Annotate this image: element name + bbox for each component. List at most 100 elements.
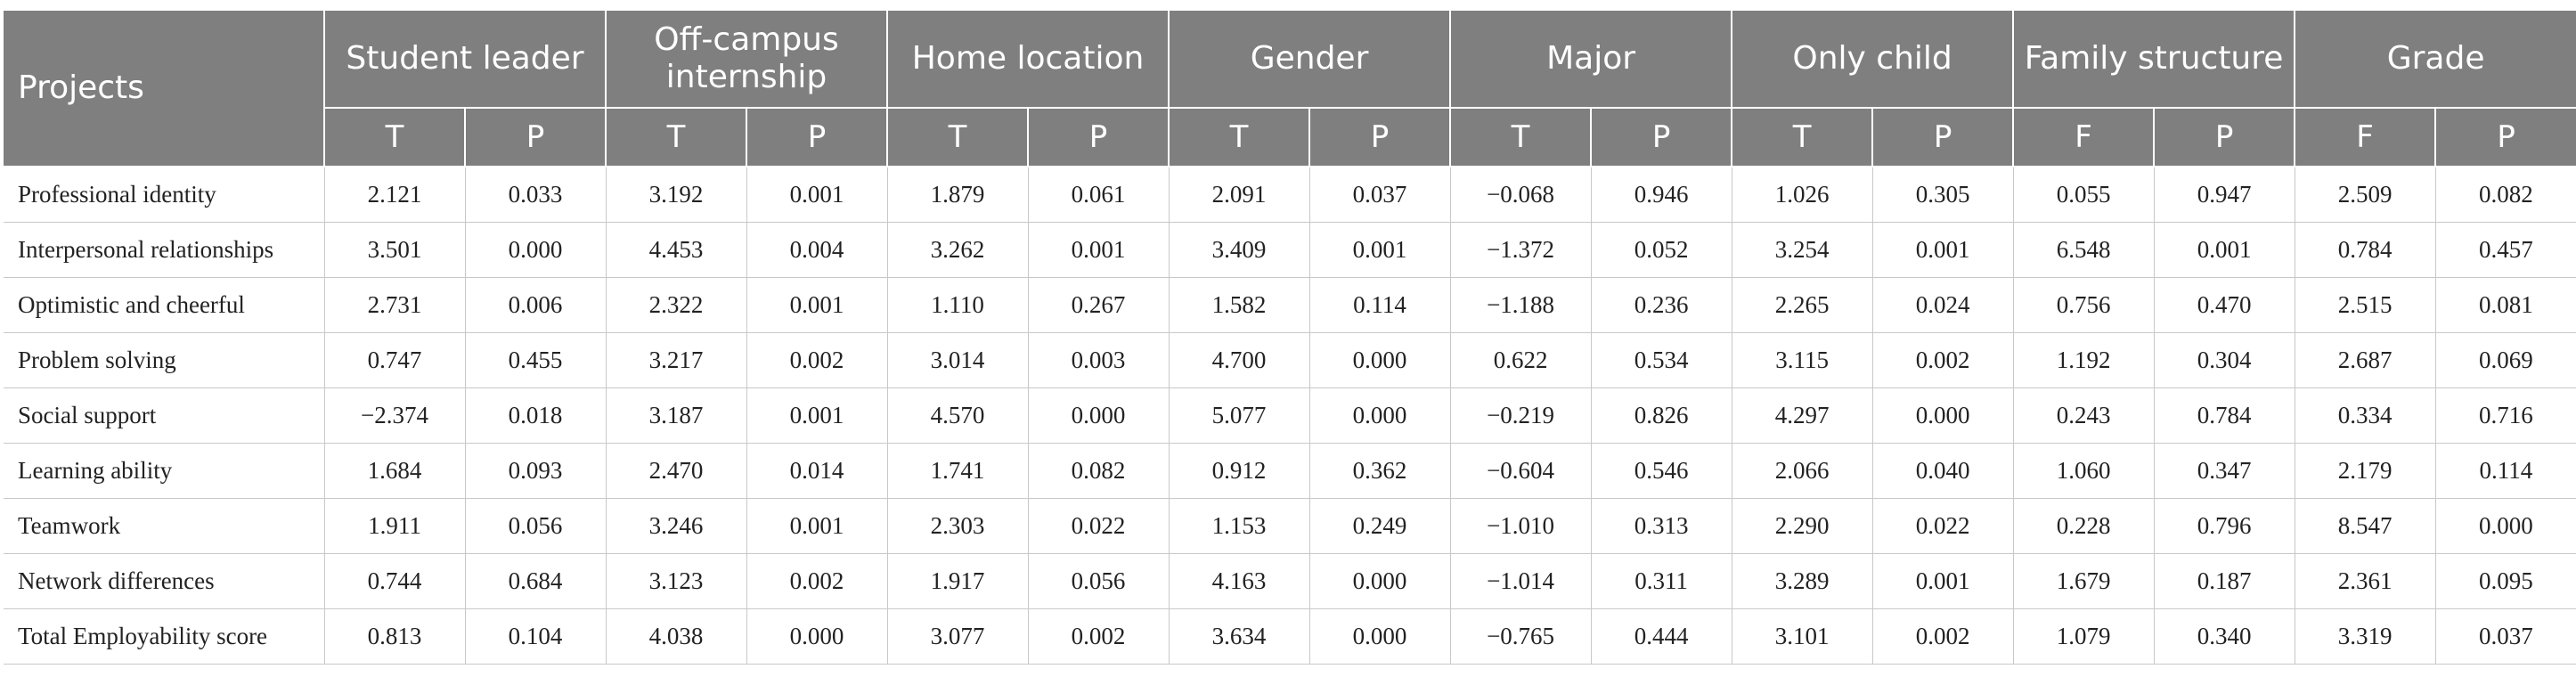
table-row: Teamwork 1.911 0.056 3.246 0.001 2.303 0.022 1.… <box>4 498 2576 554</box>
table-cell: 0.000 <box>1871 387 2014 444</box>
table-cell: 3.187 <box>605 387 747 444</box>
table-cell: 0.444 <box>1590 608 1732 665</box>
table-cell: 0.093 <box>464 443 607 499</box>
table-cell: 4.453 <box>605 222 747 278</box>
row-label: Teamwork <box>4 498 325 554</box>
table-cell: 0.024 <box>1871 277 2014 333</box>
table-cell: 2.265 <box>1731 277 1873 333</box>
table-cell: −1.010 <box>1449 498 1592 554</box>
table-cell: 0.347 <box>2153 443 2295 499</box>
table-cell: 0.082 <box>1027 443 1170 499</box>
table-cell: −1.372 <box>1449 222 1592 278</box>
table-cell: −2.374 <box>323 387 466 444</box>
table-cell: 1.679 <box>2012 553 2155 609</box>
table-cell: 0.744 <box>323 553 466 609</box>
group-header-gender: Gender <box>1168 9 1452 109</box>
projects-header: Projects <box>4 9 325 167</box>
table-cell: 0.684 <box>464 553 607 609</box>
table-cell: 0.002 <box>1871 332 2014 388</box>
table-cell: 1.060 <box>2012 443 2155 499</box>
table-cell: 0.037 <box>2434 608 2576 665</box>
table-cell: −0.765 <box>1449 608 1592 665</box>
table-cell: 3.192 <box>605 166 747 223</box>
stat-header: P <box>2153 107 2296 167</box>
table-cell: 0.912 <box>1168 443 1310 499</box>
table-cell: 3.254 <box>1731 222 1873 278</box>
stat-header: P <box>1590 107 1733 167</box>
table-cell: 2.066 <box>1731 443 1873 499</box>
table-cell: −0.604 <box>1449 443 1592 499</box>
table-cell: 0.001 <box>1308 222 1451 278</box>
row-label: Professional identity <box>4 166 325 223</box>
table-cell: 0.001 <box>1027 222 1170 278</box>
stat-header: F <box>2294 107 2437 167</box>
header-group-row: Projects Student leader Off-campus inter… <box>4 9 2576 167</box>
table-cell: 0.000 <box>1308 387 1451 444</box>
table-cell: 0.114 <box>1308 277 1451 333</box>
table-cell: 0.000 <box>2434 498 2576 554</box>
table-cell: 0.340 <box>2153 608 2295 665</box>
table-row: Network differences 0.744 0.684 3.123 0.002 1… <box>4 553 2576 609</box>
table-cell: 2.470 <box>605 443 747 499</box>
table-cell: 2.687 <box>2294 332 2436 388</box>
table-cell: 2.509 <box>2294 166 2436 223</box>
table-cell: 4.163 <box>1168 553 1310 609</box>
table-cell: 0.946 <box>1590 166 1732 223</box>
table-cell: 0.313 <box>1590 498 1732 554</box>
table-cell: 0.069 <box>2434 332 2576 388</box>
table-cell: 0.114 <box>2434 443 2576 499</box>
table-cell: 3.634 <box>1168 608 1310 665</box>
results-table: Projects Student leader Off-campus inter… <box>4 9 2576 665</box>
row-label: Total Employability score <box>4 608 325 665</box>
table-cell: −1.014 <box>1449 553 1592 609</box>
stat-header: P <box>1308 107 1452 167</box>
table-cell: 1.741 <box>886 443 1029 499</box>
table-cell: 0.037 <box>1308 166 1451 223</box>
row-label: Problem solving <box>4 332 325 388</box>
table-cell: 0.001 <box>746 166 888 223</box>
table-cell: 3.319 <box>2294 608 2436 665</box>
table-cell: 0.267 <box>1027 277 1170 333</box>
stat-header: P <box>1027 107 1170 167</box>
table-cell: 1.582 <box>1168 277 1310 333</box>
table-cell: 4.038 <box>605 608 747 665</box>
row-label: Social support <box>4 387 325 444</box>
table-cell: 0.796 <box>2153 498 2295 554</box>
row-label: Network differences <box>4 553 325 609</box>
table-cell: 0.534 <box>1590 332 1732 388</box>
table-cell: 0.470 <box>2153 277 2295 333</box>
table-cell: 0.813 <box>323 608 466 665</box>
table-cell: 0.018 <box>464 387 607 444</box>
table-cell: 0.457 <box>2434 222 2576 278</box>
table-cell: 3.101 <box>1731 608 1873 665</box>
stat-header: P <box>1871 107 2015 167</box>
table-cell: 0.052 <box>1590 222 1732 278</box>
table-cell: 0.362 <box>1308 443 1451 499</box>
table-cell: 0.826 <box>1590 387 1732 444</box>
table-cell: 1.153 <box>1168 498 1310 554</box>
table-cell: 0.104 <box>464 608 607 665</box>
table-cell: 3.077 <box>886 608 1029 665</box>
table-cell: 0.243 <box>2012 387 2155 444</box>
table-cell: 0.000 <box>1308 608 1451 665</box>
group-header-only-child: Only child <box>1731 9 2015 109</box>
table-cell: 0.236 <box>1590 277 1732 333</box>
table-cell: 2.303 <box>886 498 1029 554</box>
table-cell: 3.289 <box>1731 553 1873 609</box>
table-cell: 0.022 <box>1027 498 1170 554</box>
table-cell: 3.246 <box>605 498 747 554</box>
group-header-grade: Grade <box>2294 9 2576 109</box>
table-cell: 1.911 <box>323 498 466 554</box>
stat-header: T <box>605 107 748 167</box>
table-cell: 0.249 <box>1308 498 1451 554</box>
table-cell: 6.548 <box>2012 222 2155 278</box>
table-cell: 0.056 <box>1027 553 1170 609</box>
table-cell: 2.515 <box>2294 277 2436 333</box>
table-cell: 0.000 <box>746 608 888 665</box>
table-cell: 0.001 <box>1871 553 2014 609</box>
table-row: Interpersonal relationships 3.501 0.000 4.4… <box>4 222 2576 278</box>
table-cell: 0.311 <box>1590 553 1732 609</box>
table-cell: 0.001 <box>746 387 888 444</box>
table-cell: 4.297 <box>1731 387 1873 444</box>
table-cell: 0.455 <box>464 332 607 388</box>
